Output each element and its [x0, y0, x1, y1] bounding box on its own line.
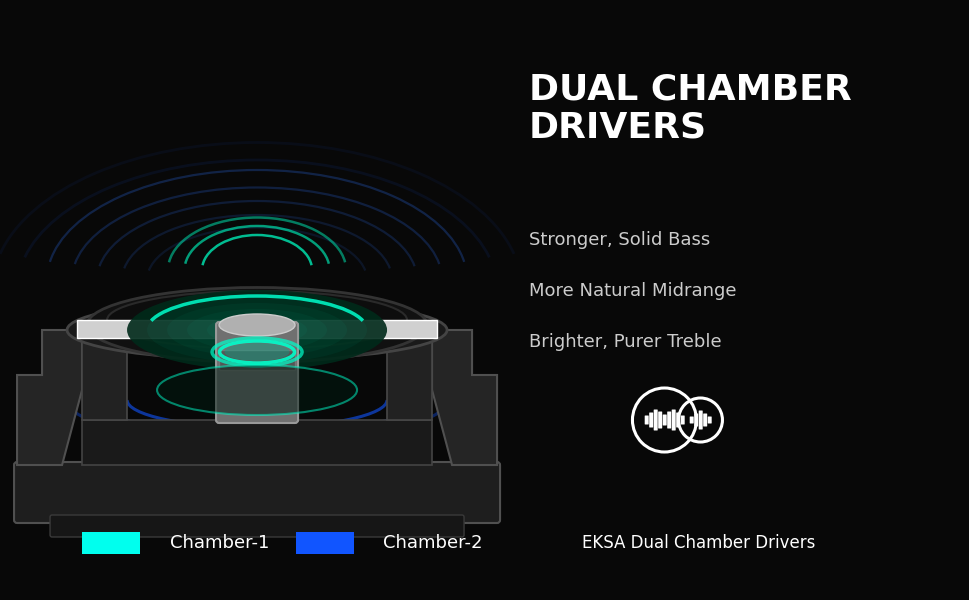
FancyBboxPatch shape — [662, 415, 666, 425]
FancyBboxPatch shape — [219, 350, 295, 370]
FancyBboxPatch shape — [82, 532, 141, 554]
Ellipse shape — [87, 287, 426, 362]
Text: Brighter, Purer Treble: Brighter, Purer Treble — [528, 333, 721, 351]
Ellipse shape — [127, 290, 387, 370]
Text: Stronger, Solid Bass: Stronger, Solid Bass — [528, 231, 709, 249]
Text: EKSA Dual Chamber Drivers: EKSA Dual Chamber Drivers — [581, 534, 814, 552]
Text: Chamber-2: Chamber-2 — [383, 534, 483, 552]
FancyBboxPatch shape — [675, 413, 679, 427]
FancyBboxPatch shape — [694, 413, 698, 427]
Ellipse shape — [219, 314, 295, 336]
FancyBboxPatch shape — [50, 515, 463, 537]
FancyBboxPatch shape — [698, 410, 702, 430]
FancyBboxPatch shape — [82, 420, 431, 465]
FancyBboxPatch shape — [707, 416, 711, 424]
Text: Chamber-1: Chamber-1 — [170, 534, 268, 552]
FancyBboxPatch shape — [671, 409, 675, 431]
FancyBboxPatch shape — [296, 532, 354, 554]
Ellipse shape — [157, 365, 357, 415]
FancyBboxPatch shape — [14, 462, 500, 523]
Ellipse shape — [107, 291, 407, 349]
Ellipse shape — [67, 300, 447, 360]
FancyBboxPatch shape — [658, 412, 662, 428]
FancyBboxPatch shape — [77, 320, 236, 338]
Polygon shape — [17, 330, 82, 465]
FancyBboxPatch shape — [216, 322, 297, 423]
FancyBboxPatch shape — [644, 415, 648, 425]
Polygon shape — [387, 330, 431, 420]
FancyBboxPatch shape — [277, 320, 437, 338]
Polygon shape — [431, 330, 496, 465]
FancyBboxPatch shape — [680, 415, 684, 425]
Ellipse shape — [224, 343, 290, 361]
Polygon shape — [82, 330, 127, 420]
FancyBboxPatch shape — [653, 409, 657, 431]
FancyBboxPatch shape — [667, 412, 671, 428]
FancyBboxPatch shape — [648, 413, 652, 427]
FancyBboxPatch shape — [689, 416, 693, 424]
Text: More Natural Midrange: More Natural Midrange — [528, 282, 735, 300]
Text: DUAL CHAMBER
DRIVERS: DUAL CHAMBER DRIVERS — [528, 72, 851, 144]
FancyBboxPatch shape — [703, 413, 706, 427]
